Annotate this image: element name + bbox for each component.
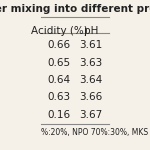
Text: 3.61: 3.61 [80,40,103,51]
Text: after mixing into different propo: after mixing into different propo [0,4,150,15]
Text: 3.66: 3.66 [80,92,103,102]
Text: 3.67: 3.67 [80,110,103,120]
Text: 0.16: 0.16 [47,110,70,120]
Text: 3.63: 3.63 [80,58,103,68]
Text: %:20%, NPO 70%:30%, MKS 60%:: %:20%, NPO 70%:30%, MKS 60%: [41,128,150,137]
Text: 0.63: 0.63 [47,92,70,102]
Text: 0.65: 0.65 [47,58,70,68]
Text: 3.64: 3.64 [80,75,103,85]
Text: pH: pH [84,26,98,36]
Text: 0.66: 0.66 [47,40,70,51]
Text: 0.64: 0.64 [47,75,70,85]
Text: Acidity (%): Acidity (%) [31,26,87,36]
